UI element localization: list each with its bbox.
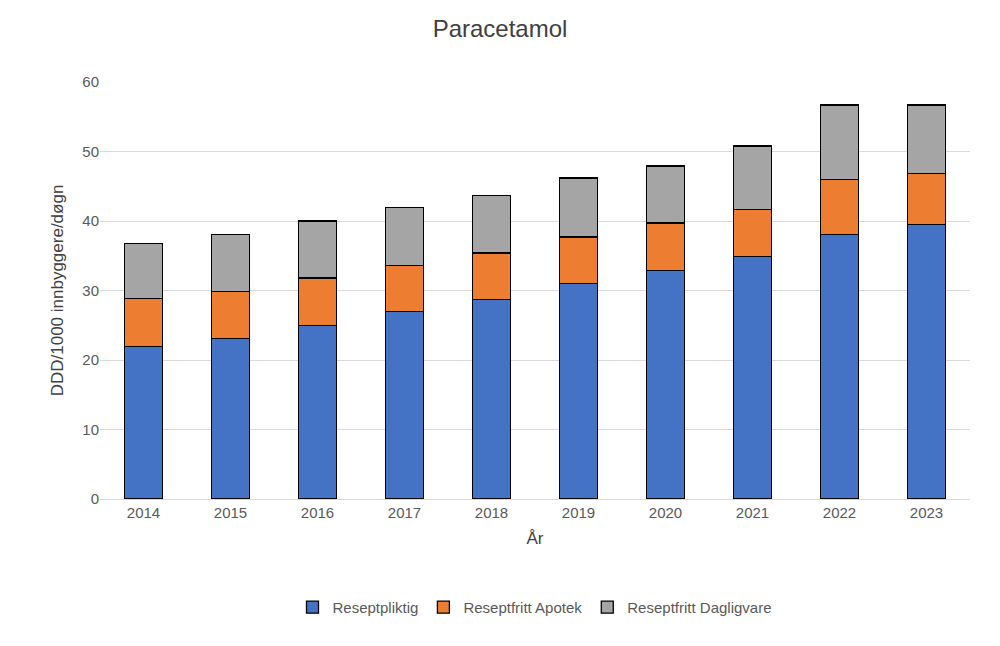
svg-text:0: 0 bbox=[91, 490, 99, 507]
svg-text:2018: 2018 bbox=[475, 504, 508, 521]
svg-text:60: 60 bbox=[82, 73, 99, 90]
svg-text:Reseptfritt Apotek: Reseptfritt Apotek bbox=[463, 599, 582, 616]
svg-text:10: 10 bbox=[82, 421, 99, 438]
svg-text:40: 40 bbox=[82, 212, 99, 229]
svg-text:DDD/1000 innbyggere/døgn: DDD/1000 innbyggere/døgn bbox=[48, 185, 67, 397]
svg-text:2022: 2022 bbox=[823, 504, 856, 521]
svg-text:30: 30 bbox=[82, 282, 99, 299]
svg-text:Paracetamol: Paracetamol bbox=[433, 15, 568, 42]
svg-text:2016: 2016 bbox=[301, 504, 334, 521]
svg-text:20: 20 bbox=[82, 351, 99, 368]
svg-text:2020: 2020 bbox=[649, 504, 682, 521]
svg-text:2021: 2021 bbox=[736, 504, 769, 521]
svg-text:2023: 2023 bbox=[910, 504, 943, 521]
svg-text:Reseptfritt Dagligvare: Reseptfritt Dagligvare bbox=[627, 599, 771, 616]
svg-text:Reseptpliktig: Reseptpliktig bbox=[333, 599, 419, 616]
svg-text:2019: 2019 bbox=[562, 504, 595, 521]
svg-text:50: 50 bbox=[82, 143, 99, 160]
svg-text:2017: 2017 bbox=[388, 504, 421, 521]
svg-text:År: År bbox=[527, 529, 544, 548]
svg-text:2014: 2014 bbox=[127, 504, 160, 521]
svg-text:2015: 2015 bbox=[214, 504, 247, 521]
